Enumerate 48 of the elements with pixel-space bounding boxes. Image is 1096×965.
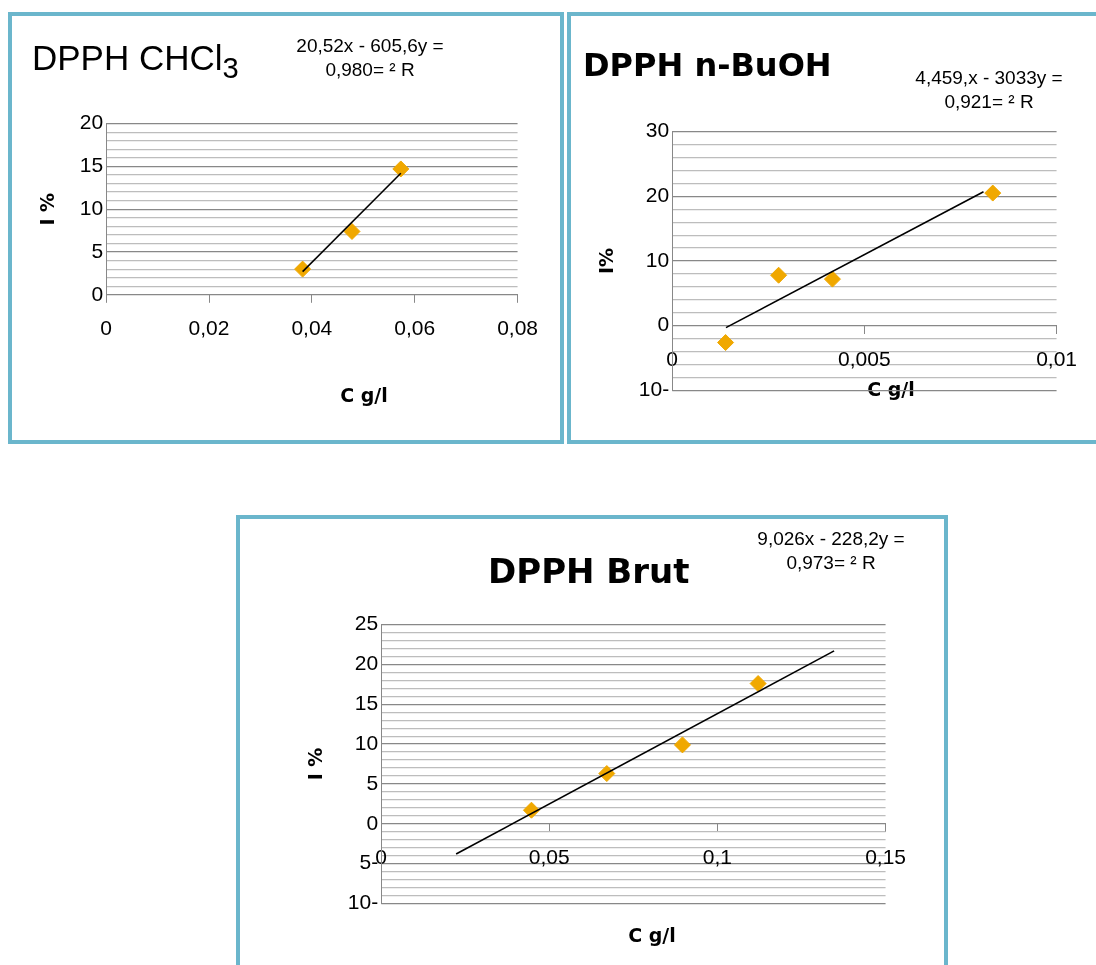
x-tick-label: 0,15: [865, 845, 906, 869]
y-tick-label: 25: [354, 611, 379, 635]
y-tick-label: 20: [354, 651, 379, 675]
x-tick-label: 0,05: [528, 845, 570, 869]
point: [770, 266, 788, 284]
y-axis-title: I %: [304, 747, 327, 781]
point: [823, 270, 841, 288]
y-tick-label: 10: [354, 730, 379, 754]
chart-title: DPPH CHCl$_{3}$: [32, 38, 239, 85]
point: [984, 184, 1002, 202]
text: 4,459,x - 3033y =: [914, 66, 1064, 90]
x-tick-label: 0,06: [394, 316, 436, 340]
y-tick-label: 5: [91, 238, 104, 262]
y-tick-label: 0: [366, 810, 379, 834]
x-tick-label: 0,08: [497, 316, 538, 340]
text: 0,921= ² R: [943, 90, 1035, 114]
text: 9,026x - 228,2y =: [756, 527, 906, 551]
x-tick-label: 0,04: [291, 316, 333, 340]
chart-title: DPPH n-BuOH: [583, 46, 832, 84]
chart-title: DPPH Brut: [488, 551, 690, 591]
y-tick-label: 5: [366, 770, 379, 794]
y-tick-label: 15: [79, 153, 104, 177]
text: 20,52x - 605,6y =: [295, 34, 445, 58]
x-tick-label: 0,1: [702, 845, 733, 869]
x-axis-title: C g/l: [340, 384, 388, 406]
y-tick-label: 20: [645, 183, 670, 207]
point: [673, 736, 691, 754]
y-tick-label: 10: [645, 247, 670, 271]
y-tick-label: 10-: [347, 890, 379, 914]
y-axis-title: I %: [36, 192, 59, 226]
x-tick-label: 0,01: [1036, 347, 1077, 371]
point: [294, 260, 312, 278]
y-tick-label: 30: [645, 118, 670, 142]
y-tick-label: 20: [79, 110, 104, 134]
x-tick-label: 0,02: [188, 316, 230, 340]
y-tick-label: 10-: [638, 377, 670, 401]
point: [717, 334, 735, 352]
text: 0,980= ² R: [324, 58, 416, 82]
point: [749, 675, 767, 693]
x-axis-title: C g/l: [628, 924, 676, 946]
y-tick-label: 15: [354, 691, 379, 715]
point: [343, 222, 361, 240]
x-tick-label: 0,005: [838, 347, 891, 371]
text: 0,973= ² R: [785, 551, 877, 575]
y-tick-label: 10: [79, 196, 104, 219]
y-tick-label: 0: [91, 281, 104, 305]
y-axis-title: I%: [595, 247, 618, 275]
point: [392, 160, 410, 178]
